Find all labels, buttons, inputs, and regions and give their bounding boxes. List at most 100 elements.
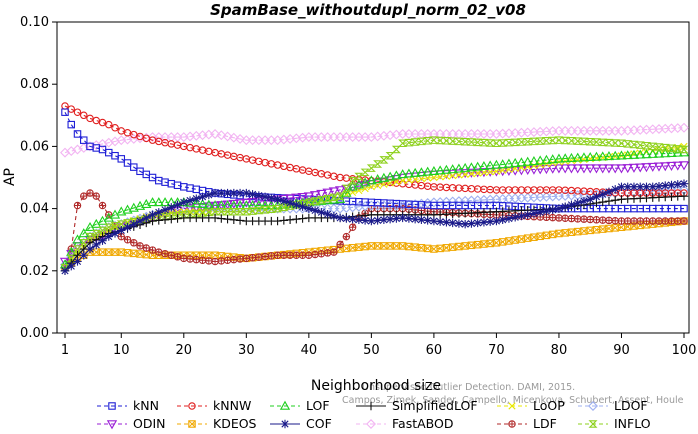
data-point-odin <box>672 161 683 171</box>
data-point-lof <box>384 171 396 181</box>
data-point-cof <box>454 219 464 228</box>
data-point-lof <box>422 166 433 176</box>
data-point-odin <box>303 192 314 202</box>
data-point-ldf <box>598 216 607 224</box>
data-point-lof <box>647 148 658 158</box>
data-point-odin <box>603 164 615 174</box>
data-point-simplifiedlof <box>210 213 220 223</box>
data-point-lof <box>653 148 665 158</box>
data-point-odin <box>184 204 196 214</box>
data-point-inflo <box>541 137 551 145</box>
data-point-ldf <box>573 215 582 223</box>
data-point-odin <box>334 186 346 196</box>
data-point-lof <box>560 153 571 163</box>
series-kdeos <box>61 217 688 272</box>
data-point-inflo <box>348 176 358 185</box>
data-point-knnw <box>117 127 126 135</box>
data-point-inflo <box>191 209 201 218</box>
data-point-cof <box>435 217 445 226</box>
legend-entry-odin: ODIN <box>97 416 166 431</box>
data-point-lof <box>497 159 508 169</box>
data-point-kdeos <box>361 242 369 251</box>
data-point-lof <box>128 202 139 212</box>
data-point-lof <box>472 161 483 171</box>
data-point-ldf <box>211 257 219 266</box>
data-point-ldf <box>261 252 269 261</box>
data-point-kdeos <box>505 237 513 245</box>
data-point-inflo <box>604 138 614 147</box>
data-point-inflo <box>241 207 251 216</box>
legend-label-inflo: INFLO <box>614 416 651 431</box>
data-point-odin <box>241 198 252 208</box>
data-point-ldf <box>567 214 576 223</box>
data-point-lof <box>116 206 127 216</box>
data-point-knn <box>73 130 82 138</box>
data-point-odin <box>316 189 327 199</box>
data-point-cof <box>642 182 651 192</box>
data-point-cof <box>567 200 576 210</box>
data-point-knn <box>111 151 119 160</box>
data-point-ldf <box>148 246 157 254</box>
data-point-inflo <box>591 138 601 146</box>
y-axis-label: AP <box>2 168 18 186</box>
data-point-cof <box>410 214 420 224</box>
data-point-cof <box>373 216 382 225</box>
legend-label-ldf: LDF <box>533 416 557 431</box>
data-point-cof <box>292 200 301 210</box>
legend-entry-ldf: LDF <box>497 416 557 431</box>
data-point-cof <box>304 204 314 213</box>
data-point-cof <box>604 187 614 197</box>
data-point-ldf <box>648 217 657 225</box>
data-point-ldf <box>280 251 288 260</box>
data-point-odin <box>328 187 340 197</box>
data-point-ldf <box>630 217 638 225</box>
data-point-cof <box>517 211 526 221</box>
data-point-ldf <box>655 217 663 225</box>
data-point-lof <box>478 160 490 171</box>
data-point-inflo <box>573 137 583 145</box>
data-point-lof <box>616 150 627 160</box>
data-point-loop <box>624 151 632 159</box>
data-point-knn <box>130 163 138 171</box>
data-point-inflo <box>448 137 458 145</box>
data-point-lof <box>253 200 264 210</box>
data-point-lof <box>628 149 640 159</box>
data-point-ldf <box>80 192 88 200</box>
data-point-inflo <box>66 254 76 263</box>
data-point-fastabod <box>228 132 239 143</box>
data-point-cof <box>460 219 470 229</box>
legend-entry-fastabod: FastABOD <box>356 416 454 431</box>
data-point-cof <box>185 196 195 205</box>
data-point-knnw <box>67 105 76 113</box>
legend-label-fastabod: FastABOD <box>392 416 454 431</box>
data-point-lof <box>435 165 446 175</box>
x-tick-label: 100 <box>672 343 697 358</box>
data-point-ldf <box>592 216 601 224</box>
data-point-ldf <box>561 214 569 222</box>
legend-marker-knnw <box>188 402 196 410</box>
data-point-odin <box>297 193 308 203</box>
data-point-lof <box>372 174 383 184</box>
data-point-simplifiedlof <box>235 216 245 225</box>
data-point-inflo <box>329 193 339 202</box>
data-point-cof <box>210 188 220 198</box>
data-point-odin <box>66 249 77 260</box>
x-tick-label: 80 <box>551 343 568 358</box>
data-point-lof <box>578 152 590 162</box>
plot-area <box>59 102 690 275</box>
data-point-ldf <box>336 240 344 249</box>
data-point-lof <box>159 197 171 207</box>
data-point-cof <box>204 190 214 200</box>
data-point-ldf <box>223 256 232 264</box>
y-tick-label: 0.00 <box>20 326 49 341</box>
data-point-inflo <box>398 139 408 148</box>
legend-entry-kdeos: KDEOS <box>177 416 257 431</box>
data-point-cof <box>79 251 88 260</box>
x-tick-label: 10 <box>113 343 130 358</box>
data-point-knnw <box>92 116 101 125</box>
data-point-lof <box>403 168 415 178</box>
legend-label-kdeos: KDEOS <box>213 416 257 431</box>
data-point-odin <box>309 191 321 201</box>
data-point-cof <box>579 196 589 206</box>
